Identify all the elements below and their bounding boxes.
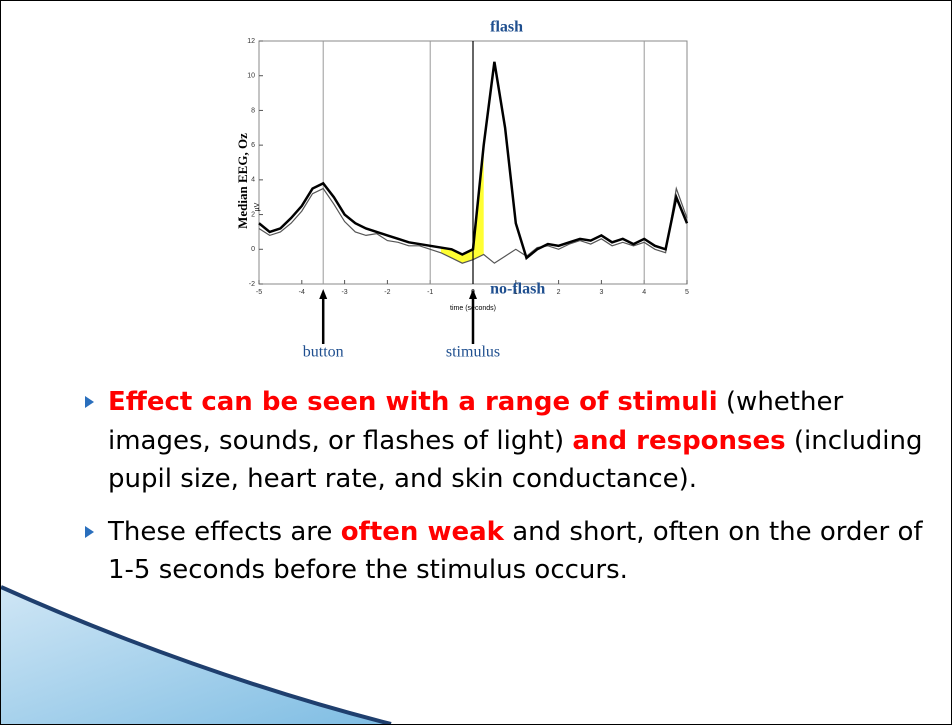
y-tick-label: 6 [251,142,255,149]
text: and short, often on the order of 1-5 sec… [108,516,923,586]
shade [440,145,484,264]
x-tick-label: -5 [256,289,262,296]
y-tick-label: 0 [251,246,255,253]
y-unit: µV [254,202,261,211]
x-tick-label: -1 [427,289,433,296]
y-tick-label: 2 [251,211,255,218]
swoosh-edge [1,585,392,724]
bullet: Effect can be seen with a range of stimu… [81,383,931,499]
x-tick-label: -4 [299,289,305,296]
marker-label: stimulus [446,344,500,361]
y-tick-label: 8 [251,107,255,114]
y-tick-label: 4 [251,177,255,184]
x-tick-label: 3 [599,289,603,296]
x-tick-label: -3 [341,289,347,296]
y-tick-label: 10 [247,73,255,80]
x-tick-label: 2 [557,289,561,296]
emphasis-text: and responses [572,425,786,456]
bullet-list: Effect can be seen with a range of stimu… [81,383,931,604]
swoosh [1,587,391,724]
x-tick-label: 5 [685,289,689,296]
emphasis-text: often weak [340,516,504,547]
marker-label: button [303,344,344,361]
series-label: flash [490,19,523,36]
figure-bg [223,13,696,371]
bullet: These effects are often weak and short, … [81,513,931,590]
marker-head [469,289,477,299]
text: (including pupil size, heart rate, and s… [108,425,923,495]
text: These effects are [108,516,341,547]
series-label: no-flash [490,281,545,298]
emphasis-text: Effect can be seen with a range of stimu… [108,387,718,417]
y-tick-label: -2 [249,281,255,288]
marker-head [319,289,328,299]
x-tick-label: 4 [642,289,646,296]
y-tick-label: 12 [247,38,255,45]
text: (whether images, sounds, or flashes of l… [108,387,844,456]
y-label: Median EEG, Oz [235,133,250,229]
x-tick-label: 1 [514,289,518,296]
x-tick-label: -2 [384,289,390,296]
